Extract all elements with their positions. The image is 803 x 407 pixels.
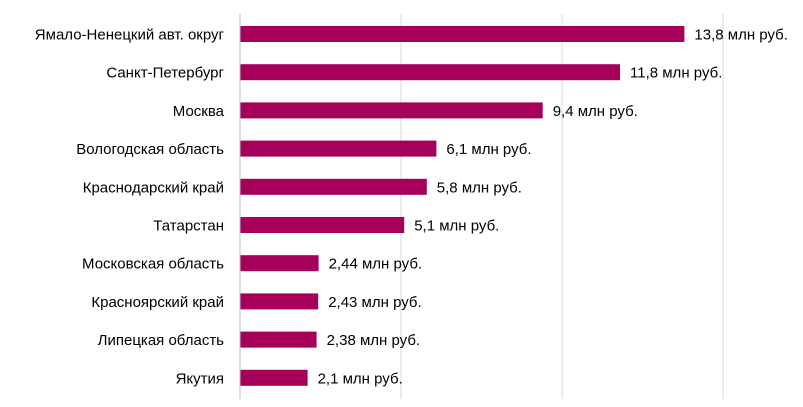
bar (240, 140, 437, 157)
data-label: 13,8 млн руб. (694, 27, 787, 44)
category-label: Вологодская область (76, 141, 224, 158)
category-label: Якутия (176, 370, 224, 387)
category-label: Краснодарский край (83, 179, 224, 196)
value-labels: 13,8 млн руб. 11,8 млн руб. 9,4 млн руб. 6,… (318, 27, 788, 388)
bar (240, 64, 620, 81)
bar (240, 255, 319, 272)
data-label: 11,8 млн руб. (630, 65, 722, 82)
data-label: 9,4 млн руб. (553, 103, 638, 120)
bar (240, 369, 308, 386)
data-label: 6,1 млн руб. (446, 141, 531, 158)
data-label: 5,8 млн руб. (437, 179, 522, 196)
data-label: 5,1 млн руб. (414, 218, 499, 235)
bar (240, 331, 317, 348)
category-label: Москва (173, 103, 225, 120)
bars (240, 26, 685, 386)
bar (240, 102, 543, 119)
data-label: 2,1 млн руб. (318, 370, 403, 387)
data-label: 2,44 млн руб. (329, 256, 422, 273)
data-label: 2,38 млн руб. (327, 332, 420, 349)
bar (240, 26, 685, 42)
data-label: 2,43 млн руб. (328, 294, 421, 311)
category-label: Московская область (82, 256, 224, 273)
category-label: Санкт-Петербург (106, 65, 224, 82)
bar (240, 217, 405, 233)
category-label: Красноярский край (91, 294, 224, 311)
category-labels: Ямало-Ненецкий авт. округ Санкт-Петербург… (35, 27, 225, 388)
category-label: Липецкая область (98, 332, 225, 349)
category-label: Ямало-Ненецкий авт. округ (35, 27, 225, 44)
bar (240, 293, 319, 310)
category-label: Татарстан (153, 218, 224, 235)
bar (240, 178, 427, 195)
